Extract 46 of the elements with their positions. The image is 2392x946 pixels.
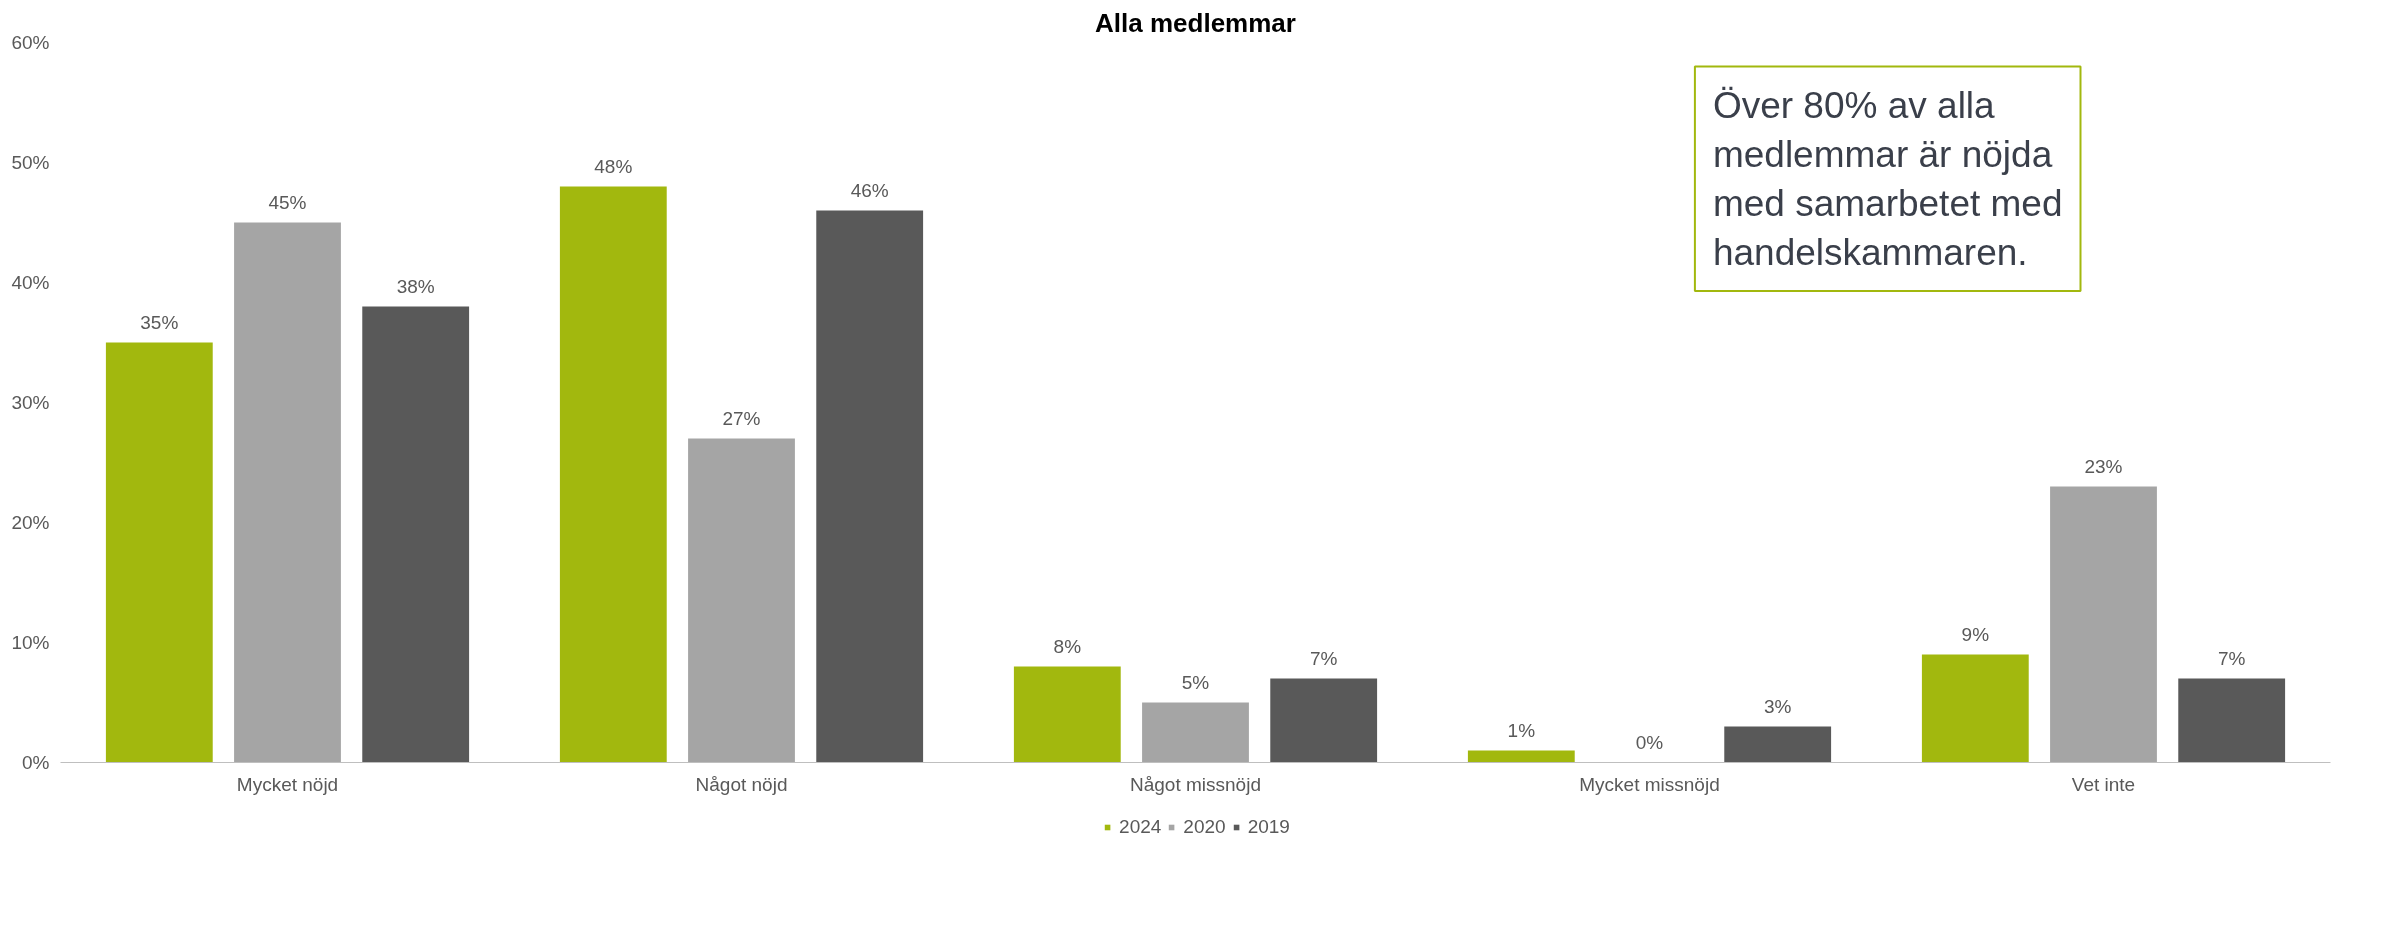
y-tick-label: 30% <box>11 392 50 413</box>
x-tick-label: Något missnöjd <box>1130 773 1261 795</box>
bar <box>362 306 470 763</box>
bar <box>2050 486 2157 763</box>
x-tick-label: Vet inte <box>2071 773 2136 795</box>
bar <box>816 210 924 763</box>
text: 35% <box>140 311 179 333</box>
bar <box>234 222 341 763</box>
y-tick-label: 40% <box>11 272 50 293</box>
text: 3% <box>1763 695 1792 717</box>
y-tick-label: 50% <box>11 152 50 173</box>
text: 27% <box>722 407 761 429</box>
text: 23% <box>2084 455 2123 477</box>
x-tick-label: Något nöjd <box>695 773 788 795</box>
bar <box>1013 666 1121 763</box>
bar <box>1921 654 2029 763</box>
text: 7% <box>1309 647 1338 669</box>
legend-label: 2019 <box>1247 816 1290 838</box>
text: 9% <box>1961 623 1990 645</box>
bar <box>1142 702 1249 763</box>
legend-label: 2024 <box>1119 816 1162 838</box>
text: 38% <box>396 275 435 297</box>
legend-label: 2020 <box>1183 816 1226 838</box>
bar <box>688 438 795 763</box>
bar <box>2178 678 2286 763</box>
text: 48% <box>594 155 633 177</box>
bar <box>1724 726 1832 763</box>
chart-title: Alla medlemmar <box>1095 7 1296 38</box>
text: 45% <box>268 191 307 213</box>
y-tick-label: 0% <box>22 752 50 773</box>
annotation: Över 80% av alla medlemmar är nöjda med samarbetet med handelskammaren. <box>1712 84 2063 274</box>
bar <box>105 342 213 763</box>
text: 46% <box>850 179 889 201</box>
text: 5% <box>1181 671 1210 693</box>
text: 8% <box>1053 635 1082 657</box>
text: 7% <box>2217 647 2246 669</box>
x-tick-label: Mycket missnöjd <box>1579 773 1720 795</box>
y-tick-label: 10% <box>11 632 50 653</box>
text: 1% <box>1507 719 1536 741</box>
bar <box>559 186 667 763</box>
bar <box>1270 678 1378 763</box>
y-tick-label: 60% <box>11 32 50 53</box>
y-tick-label: 20% <box>11 512 50 533</box>
x-tick-label: Mycket nöjd <box>236 773 339 795</box>
text: 0% <box>1635 731 1664 753</box>
bar <box>1467 750 1575 763</box>
